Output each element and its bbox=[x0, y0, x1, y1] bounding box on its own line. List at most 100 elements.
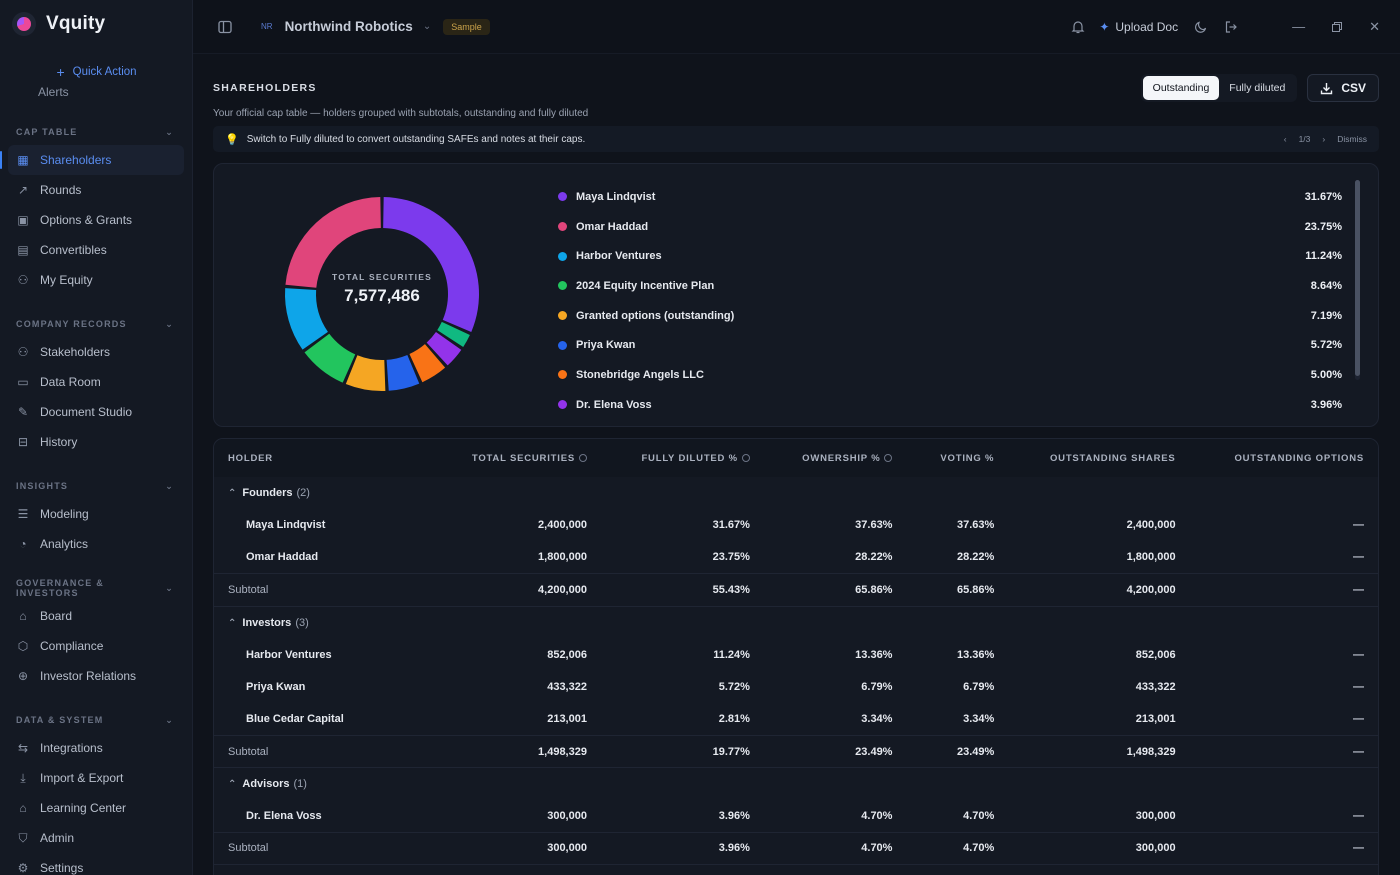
table-row[interactable]: Dr. Elena Voss 300,000 3.96% 4.70% 4.70% 300,… bbox=[214, 800, 1378, 832]
chevron-down-icon[interactable]: ⌄ bbox=[165, 126, 174, 137]
donut-slice[interactable] bbox=[285, 288, 328, 350]
sidebar-item-history[interactable]: ⊟ History bbox=[8, 427, 184, 457]
donut-slice[interactable] bbox=[285, 197, 381, 288]
chevron-up-icon[interactable]: ⌃ bbox=[228, 617, 237, 629]
dismiss-button[interactable]: Dismiss bbox=[1337, 134, 1367, 144]
table-row[interactable]: Maya Lindqvist 2,400,000 31.67% 37.63% 37.63… bbox=[214, 509, 1378, 541]
gear-icon: ⚙ bbox=[17, 861, 29, 875]
bell-icon[interactable] bbox=[1071, 20, 1085, 34]
chevron-up-icon[interactable]: ⌃ bbox=[228, 779, 237, 791]
toggle-fully-diluted[interactable]: Fully diluted bbox=[1229, 82, 1286, 94]
legend-item[interactable]: 2024 Equity Incentive Plan 8.64% bbox=[558, 271, 1342, 301]
table-row[interactable]: Blue Cedar Capital 213,001 2.81% 3.34% 3.34%… bbox=[214, 703, 1378, 735]
chevron-left-icon[interactable]: ‹ bbox=[1283, 134, 1287, 144]
quick-action-button[interactable]: + Quick Action bbox=[8, 60, 185, 84]
sidebar-item-modeling[interactable]: ☰ Modeling bbox=[8, 499, 184, 529]
donut-slice[interactable] bbox=[426, 332, 462, 366]
upload-doc-button[interactable]: ✦ Upload Doc bbox=[1099, 20, 1178, 34]
legend-item[interactable]: Stonebridge Angels LLC 5.00% bbox=[558, 360, 1342, 390]
chevron-down-icon: ⌄ bbox=[422, 21, 432, 32]
column-header[interactable]: TOTAL SECURITIES bbox=[448, 439, 601, 477]
sidebar-item-convertibles[interactable]: ▤ Convertibles bbox=[8, 235, 184, 265]
minimize-icon[interactable]: — bbox=[1292, 19, 1306, 34]
legend-item[interactable]: Dr. Elena Voss 3.96% bbox=[558, 390, 1342, 420]
column-header[interactable]: OUTSTANDING OPTIONS bbox=[1189, 439, 1378, 477]
subtotal-row[interactable]: Subtotal 4,200,000 55.43% 65.86% 65.86% 4,200… bbox=[214, 573, 1378, 607]
sidebar-section-header[interactable]: DATA & SYSTEM ⌄ bbox=[0, 710, 192, 730]
restore-icon[interactable] bbox=[1331, 21, 1343, 33]
table-row[interactable]: Priya Kwan 433,322 5.72% 6.79% 6.79% 433,322 — bbox=[214, 671, 1378, 703]
group-row[interactable]: ⌃ Advisors (1) bbox=[214, 768, 1378, 800]
sidebar-item-stakeholders[interactable]: ⚇ Stakeholders bbox=[8, 337, 184, 367]
sidebar-section-header[interactable]: CAP TABLE ⌄ bbox=[0, 122, 192, 142]
chevron-down-icon[interactable]: ⌄ bbox=[165, 714, 174, 725]
sidebar-item-analytics[interactable]: ◔ Analytics bbox=[8, 529, 184, 559]
donut-slice[interactable] bbox=[409, 344, 446, 383]
sidebar-section-header[interactable]: INSIGHTS ⌄ bbox=[0, 476, 192, 496]
legend-item[interactable]: Maya Lindqvist 31.67% bbox=[558, 182, 1342, 212]
scrollbar-thumb[interactable] bbox=[1355, 180, 1360, 376]
chevron-down-icon[interactable]: ⌄ bbox=[165, 480, 174, 491]
table-row[interactable]: Omar Haddad 1,800,000 23.75% 28.22% 28.22% 1,… bbox=[214, 542, 1378, 574]
sidebar-item-shareholders[interactable]: ▦ Shareholders bbox=[0, 145, 184, 175]
sidebar-section-header[interactable]: GOVERNANCE & INVESTORS ⌄ bbox=[0, 578, 192, 598]
info-icon[interactable] bbox=[578, 453, 587, 462]
chevron-down-icon[interactable]: ⌄ bbox=[165, 318, 174, 329]
sidebar-toggle-icon[interactable] bbox=[217, 19, 233, 35]
chevron-up-icon[interactable]: ⌃ bbox=[228, 488, 237, 500]
org-switcher[interactable]: NR Northwind Robotics ⌄ Sample bbox=[261, 18, 490, 35]
legend-item[interactable]: Harbor Ventures 11.24% bbox=[558, 241, 1342, 271]
toggle-outstanding[interactable]: Outstanding bbox=[1142, 76, 1220, 100]
sidebar-item-document-studio[interactable]: ✎ Document Studio bbox=[8, 397, 184, 427]
sidebar-item-label: Integrations bbox=[40, 741, 103, 755]
legend-item[interactable]: Omar Haddad 23.75% bbox=[558, 212, 1342, 242]
sidebar-item-import-export[interactable]: ⤓ Import & Export bbox=[8, 763, 184, 793]
close-icon[interactable]: ✕ bbox=[1369, 18, 1380, 34]
csv-export-button[interactable]: CSV bbox=[1307, 74, 1379, 102]
brand[interactable]: Vquity bbox=[0, 0, 192, 48]
value-cell: 6.79% bbox=[963, 680, 995, 693]
table-row[interactable]: Harbor Ventures 852,006 11.24% 13.36% 13.36%… bbox=[214, 638, 1378, 670]
column-header[interactable]: OWNERSHIP % bbox=[763, 439, 907, 477]
sidebar-item-admin[interactable]: ⛉ Admin bbox=[8, 823, 184, 853]
donut-slice[interactable] bbox=[383, 197, 479, 332]
value-cell: 1,800,000 bbox=[538, 551, 587, 564]
info-icon[interactable] bbox=[741, 453, 750, 462]
sidebar-item-options-grants[interactable]: ▣ Options & Grants bbox=[8, 205, 184, 235]
legend-item[interactable]: Priya Kwan 5.72% bbox=[558, 330, 1342, 360]
sidebar-item-learning-center[interactable]: ⌂ Learning Center bbox=[8, 793, 184, 823]
sidebar-section-header[interactable]: COMPANY RECORDS ⌄ bbox=[0, 314, 192, 334]
logout-icon[interactable] bbox=[1224, 20, 1238, 34]
group-row[interactable]: ⌃ Founders (2) bbox=[214, 477, 1378, 509]
donut-slice[interactable] bbox=[304, 333, 356, 383]
column-header[interactable]: FULLY DILUTED % bbox=[600, 439, 764, 477]
sidebar-item-data-room[interactable]: ▭ Data Room bbox=[8, 367, 184, 397]
group-row[interactable]: ⌃ Investors (3) bbox=[214, 606, 1378, 638]
column-header[interactable]: HOLDER bbox=[214, 439, 449, 477]
legend-scrollbar[interactable] bbox=[1355, 180, 1360, 380]
column-header[interactable]: VOTING % bbox=[906, 439, 1009, 477]
sidebar-item-investor-relations[interactable]: ⊕ Investor Relations bbox=[8, 661, 184, 691]
donut-svg bbox=[285, 197, 479, 391]
sidebar-item-rounds[interactable]: ↗ Rounds bbox=[8, 175, 184, 205]
subtotal-row[interactable]: Subtotal 300,000 3.96% 4.70% 4.70% 300,000— bbox=[214, 831, 1378, 866]
holder-cell: Maya Lindqvist bbox=[246, 519, 326, 532]
chevron-down-icon[interactable]: ⌄ bbox=[165, 582, 174, 593]
bank-icon: ⌂ bbox=[19, 609, 27, 623]
sidebar-item-my-equity[interactable]: ⚇ My Equity bbox=[8, 265, 184, 295]
donut-slice[interactable] bbox=[437, 321, 470, 348]
sidebar-item-compliance[interactable]: ⬡ Compliance bbox=[8, 631, 184, 661]
sidebar-item-integrations[interactable]: ⇆ Integrations bbox=[8, 733, 184, 763]
info-icon[interactable] bbox=[884, 453, 893, 462]
donut-slice[interactable] bbox=[345, 355, 386, 391]
column-header[interactable]: OUTSTANDING SHARES bbox=[1008, 439, 1190, 477]
sidebar-item-settings[interactable]: ⚙ Settings bbox=[8, 853, 184, 875]
subtotal-row[interactable]: Subtotal 1,498,329 19.77% 23.49% 23.49% 1,498… bbox=[214, 734, 1378, 769]
sidebar-item-alerts[interactable]: Alerts bbox=[0, 86, 192, 98]
sidebar-item-board[interactable]: ⌂ Board bbox=[8, 601, 184, 631]
donut-slice[interactable] bbox=[386, 354, 420, 391]
value-cell: 433,322 bbox=[547, 680, 587, 693]
moon-icon[interactable] bbox=[1194, 20, 1208, 34]
legend-item[interactable]: Granted options (outstanding) 7.19% bbox=[558, 301, 1342, 331]
chevron-right-icon[interactable]: › bbox=[1322, 134, 1326, 144]
